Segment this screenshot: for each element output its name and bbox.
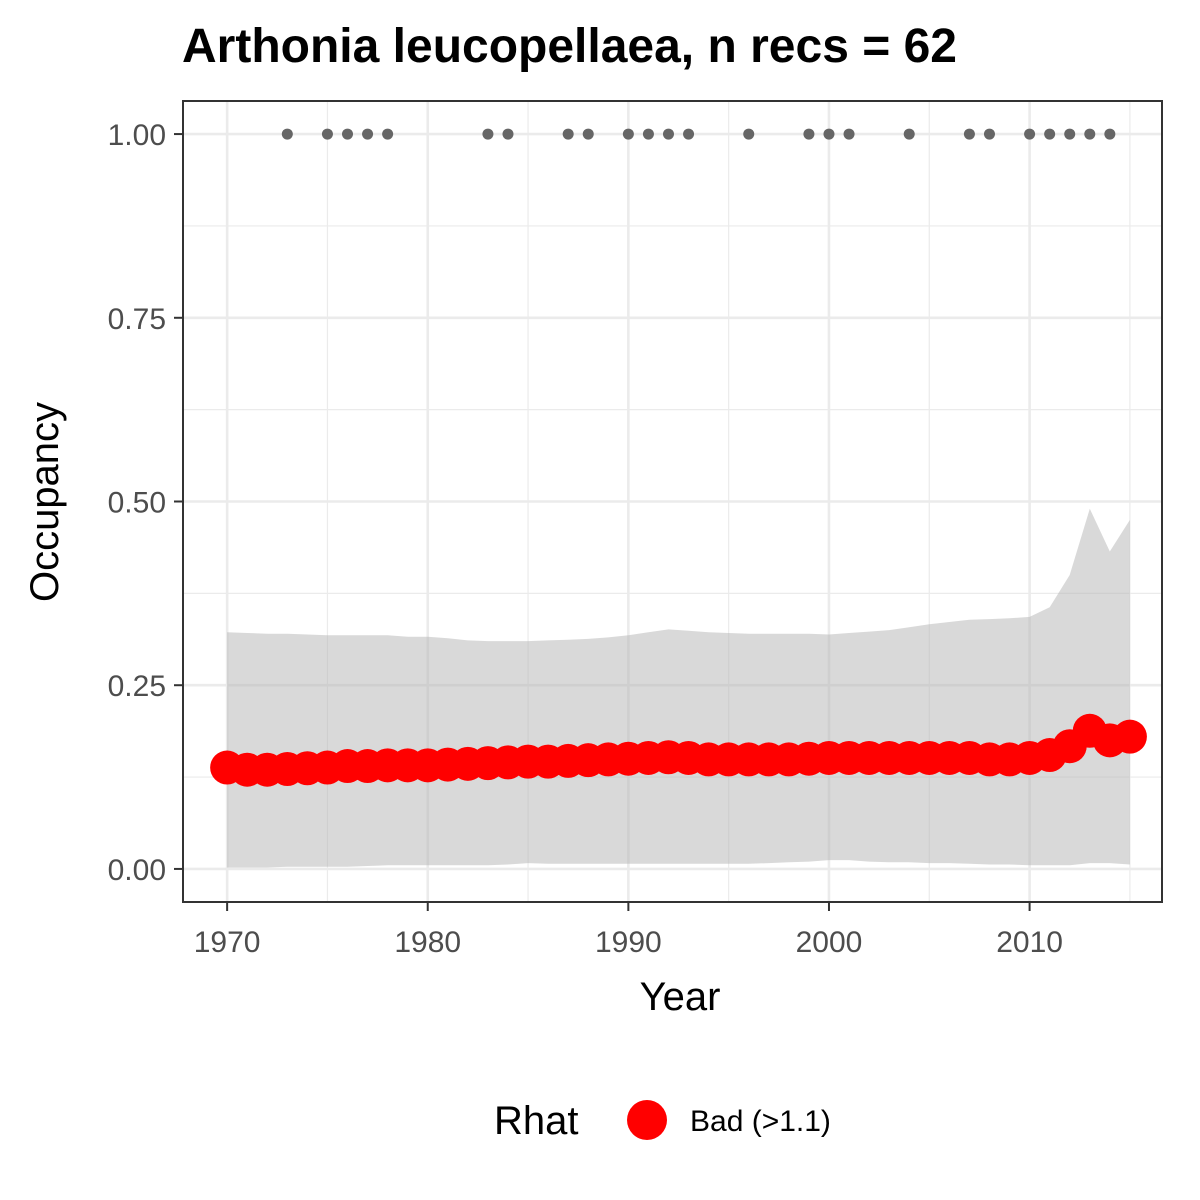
record-point: [321, 128, 333, 140]
record-point: [843, 128, 855, 140]
y-tick-label: 0.25: [108, 670, 166, 703]
record-point: [903, 128, 915, 140]
x-tick-label: 1980: [394, 926, 461, 959]
x-axis: 1970 1980 1990 2000 2010: [194, 902, 1063, 959]
record-point: [1064, 128, 1076, 140]
chart-title: Arthonia leucopellaea, n recs = 62: [182, 20, 957, 73]
y-tick-label: 0.00: [108, 854, 166, 887]
record-point: [983, 128, 995, 140]
legend: Rhat Bad (>1.1): [494, 1099, 831, 1143]
occupancy-point: [1112, 719, 1147, 754]
record-point: [642, 128, 654, 140]
record-point: [803, 128, 815, 140]
y-axis-title: Occupancy: [23, 402, 67, 602]
legend-label: Bad (>1.1): [690, 1105, 831, 1138]
occupancy-points-layer: [210, 713, 1147, 787]
record-point: [1084, 128, 1096, 140]
record-point: [582, 128, 594, 140]
record-point: [1104, 128, 1116, 140]
record-point: [382, 128, 394, 140]
y-axis: 0.00 0.25 0.50 0.75 1.00: [108, 119, 183, 887]
record-point: [342, 128, 354, 140]
x-tick-label: 1990: [595, 926, 662, 959]
record-point: [743, 128, 755, 140]
y-tick-label: 1.00: [108, 119, 166, 152]
record-point: [1024, 128, 1036, 140]
x-axis-title: Year: [640, 975, 721, 1019]
legend-title: Rhat: [494, 1099, 579, 1143]
y-tick-label: 0.75: [108, 303, 166, 336]
record-point: [562, 128, 574, 140]
record-point: [482, 128, 494, 140]
record-point: [362, 128, 374, 140]
record-point: [662, 128, 674, 140]
record-point: [502, 128, 514, 140]
record-point: [1044, 128, 1056, 140]
x-tick-label: 2000: [796, 926, 863, 959]
x-tick-label: 2010: [996, 926, 1063, 959]
record-point: [622, 128, 634, 140]
record-point: [823, 128, 835, 140]
x-tick-label: 1970: [194, 926, 261, 959]
y-tick-label: 0.50: [108, 487, 166, 520]
record-point: [963, 128, 975, 140]
record-points-layer: [281, 128, 1116, 140]
record-point: [683, 128, 695, 140]
legend-key-marker: [627, 1100, 667, 1140]
record-point: [281, 128, 293, 140]
